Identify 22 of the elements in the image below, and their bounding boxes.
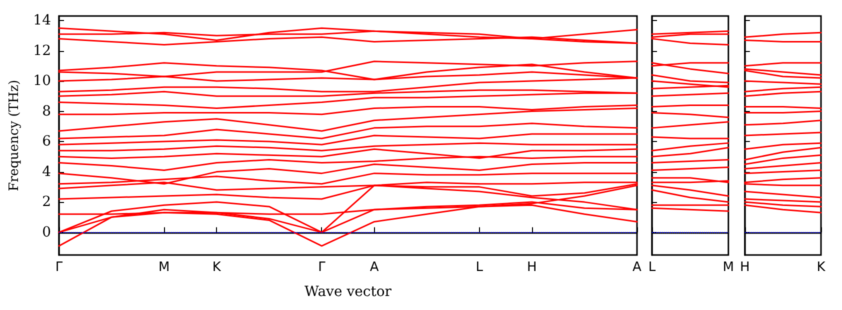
x-tick-label: K	[816, 260, 826, 275]
y-tick-label: 4	[42, 164, 52, 180]
x-tick-label: Γ	[55, 260, 64, 275]
x-tick-label: A	[370, 260, 379, 275]
x-tick-label: M	[158, 260, 170, 275]
y-tick-label: 10	[33, 73, 51, 90]
y-tick-label: 14	[33, 12, 52, 29]
y-tick-label: 8	[42, 103, 51, 120]
x-tick-label: L	[476, 260, 484, 275]
x-tick-label: H	[527, 260, 537, 275]
y-tick-label: 0	[42, 224, 51, 240]
x-tick-label: Γ	[318, 260, 326, 275]
y-axis-title: Frequency (THz)	[7, 80, 22, 192]
x-tick-label: A	[632, 260, 642, 275]
x-tick-label: L	[648, 260, 656, 275]
y-tick-label: 2	[42, 194, 51, 210]
x-tick-label: M	[722, 260, 734, 275]
x-tick-label: H	[740, 260, 750, 275]
y-tick-label: 6	[42, 134, 52, 150]
y-tick-label: 12	[33, 42, 51, 59]
x-axis-title: Wave vector	[304, 284, 392, 300]
x-tick-label: K	[212, 260, 222, 275]
